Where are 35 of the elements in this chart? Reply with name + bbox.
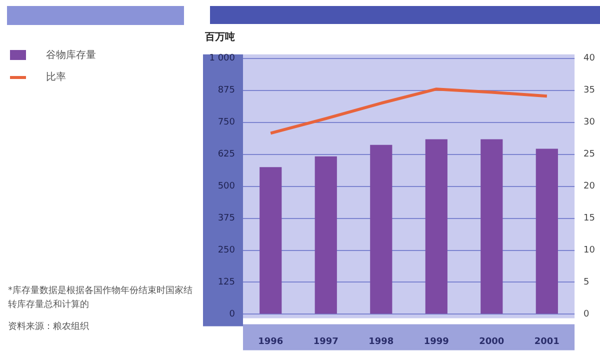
y-tick-label: 125 <box>218 278 235 288</box>
x-tick-label: 2000 <box>479 336 504 347</box>
x-tick-label: 2001 <box>534 336 560 347</box>
y2-tick-label: 0 <box>584 310 590 320</box>
x-tick-label: 1996 <box>258 336 284 347</box>
y2-tick-label: 20 <box>584 182 596 192</box>
legend-label: 比率 <box>46 70 66 84</box>
bar <box>480 139 503 314</box>
y-tick-label: 875 <box>218 86 235 96</box>
y-tick-label: 375 <box>218 214 235 224</box>
y-axis-title: 百万吨 <box>205 30 235 44</box>
legend-label: 谷物库存量 <box>46 48 96 62</box>
y2-tick-label: 10 <box>584 246 596 256</box>
x-tick-label: 1999 <box>424 336 449 347</box>
bar <box>260 167 282 314</box>
y-tick-label: 500 <box>218 182 236 192</box>
x-tick-label: 1997 <box>313 336 338 347</box>
y2-tick-label: 40 <box>584 54 596 64</box>
y2-tick-label: 35 <box>584 86 595 96</box>
y-tick-label: 625 <box>218 150 235 160</box>
x-tick-label: 1998 <box>368 336 394 347</box>
bar <box>314 156 337 314</box>
y-tick-label: 250 <box>218 246 236 256</box>
y2-tick-label: 30 <box>584 118 596 128</box>
y2-tick-label: 25 <box>584 150 595 160</box>
bar <box>425 139 448 314</box>
bar <box>536 148 558 314</box>
text: *库存量数据是根据各国作物年份结束时国家结转库存量总和计算的 <box>8 284 193 312</box>
y-tick-label: 750 <box>218 118 236 128</box>
y2-tick-label: 5 <box>584 278 590 288</box>
y-tick-label: 0 <box>229 310 236 320</box>
y2-tick-label: 15 <box>584 214 595 224</box>
y-tick-label: 1 000 <box>209 54 236 64</box>
bar <box>370 144 392 314</box>
text: 资料来源：粮农组织 <box>8 320 90 334</box>
